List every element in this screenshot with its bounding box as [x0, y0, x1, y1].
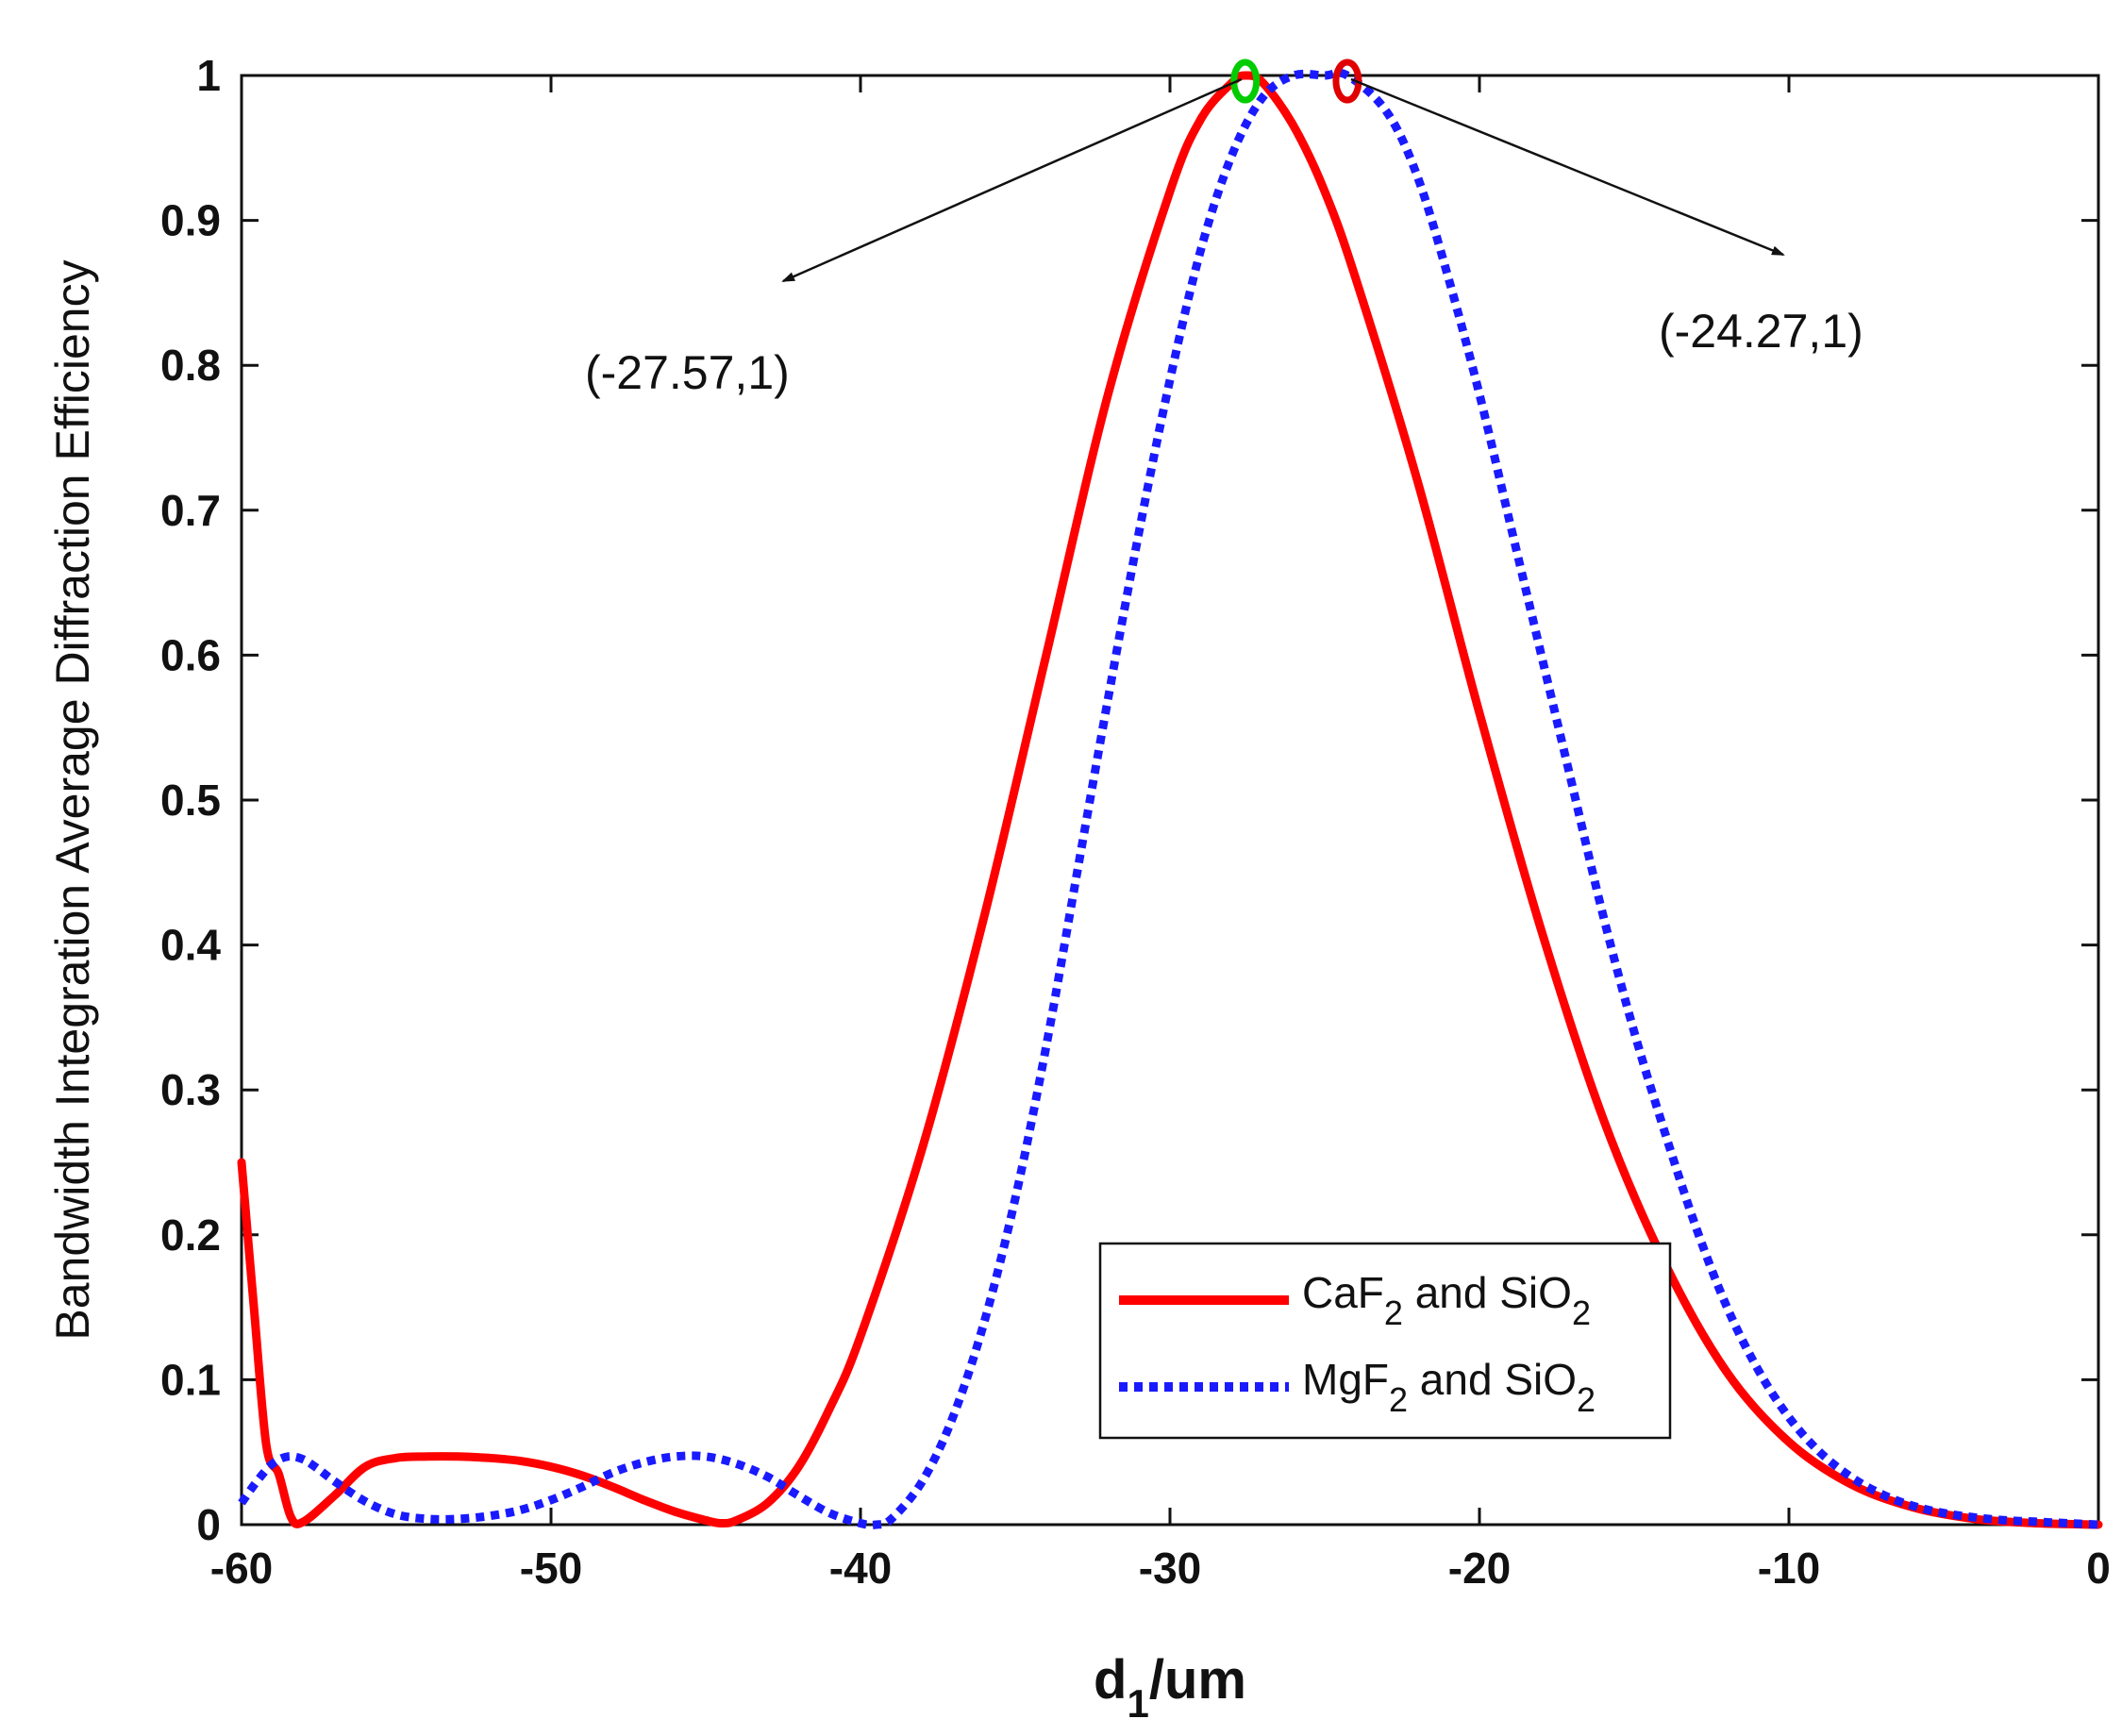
x-tick-label: 0 [2086, 1544, 2111, 1593]
series-line-caf2-sio2 [237, 71, 2103, 1529]
y-tick-label: 0 [196, 1500, 221, 1549]
y-tick-label: 0.4 [160, 921, 221, 970]
legend: CaF2 and SiO2 MgF2 and SiO2 [1098, 1242, 1672, 1440]
legend-box [1098, 1242, 1672, 1440]
x-tick-label: -30 [1139, 1544, 1201, 1593]
x-tick-label: -50 [520, 1544, 582, 1593]
x-tick-label: -40 [829, 1544, 892, 1593]
y-axis: 0 0.1 0.2 0.3 0.4 0.5 0.6 0.7 0.8 0.9 1 [160, 51, 2098, 1549]
annotation-arrow-left [781, 77, 1243, 283]
y-tick-label: 1 [196, 51, 221, 100]
y-tick-label: 0.8 [160, 341, 221, 390]
y-tick-label: 0.9 [160, 196, 221, 245]
x-axis-title: d1/um [1094, 1649, 1246, 1726]
annotation-label-right: (-24.27,1) [1659, 305, 1863, 358]
x-tick-label: -20 [1448, 1544, 1511, 1593]
y-tick-label: 0.7 [160, 486, 221, 535]
y-axis-title: Bandwidth Integration Average Diffractio… [46, 259, 99, 1340]
peak-marker-green [1230, 58, 1261, 104]
series-line-mgf2-sio2 [238, 68, 2099, 1529]
annotation-arrow-right [1350, 77, 1785, 257]
x-tick-label: -10 [1758, 1544, 1820, 1593]
x-tick-label: -60 [210, 1544, 273, 1593]
y-tick-label: 0.5 [160, 776, 221, 825]
annotation-label-left: (-27.57,1) [585, 346, 790, 399]
legend-label-caf2-sio2: CaF2 and SiO2 [1302, 1268, 1591, 1332]
y-tick-label: 0.6 [160, 630, 221, 679]
x-axis: -60 -50 -40 -30 -20 -10 0 [210, 75, 2111, 1593]
legend-label-mgf2-sio2: MgF2 and SiO2 [1302, 1355, 1596, 1419]
y-tick-label: 0.2 [160, 1210, 221, 1260]
y-tick-label: 0.1 [160, 1355, 221, 1404]
y-tick-label: 0.3 [160, 1065, 221, 1114]
